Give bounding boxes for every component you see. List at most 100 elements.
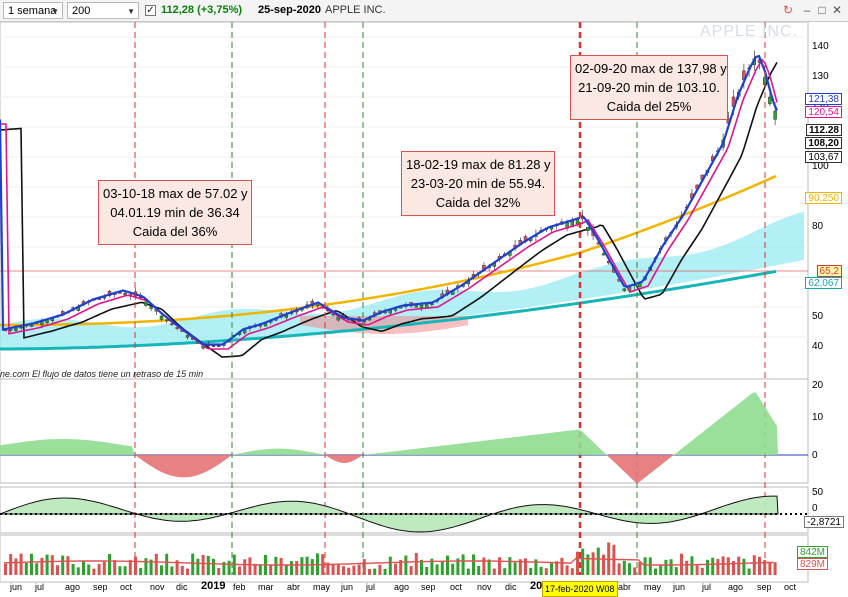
- candle-body: [622, 288, 626, 291]
- volume-bar: [752, 555, 756, 575]
- x-tick: may: [313, 582, 331, 592]
- volume-bar: [581, 548, 585, 575]
- volume-bar: [721, 556, 725, 575]
- volume-ma-line: [3, 557, 774, 566]
- volume-bar: [82, 560, 85, 575]
- volume-bar: [97, 563, 101, 575]
- volume-bar: [71, 563, 75, 575]
- volume-bar: [357, 564, 361, 575]
- period-select[interactable]: 1 semana ▼: [3, 2, 63, 19]
- volume-bar: [596, 547, 600, 575]
- callout-line: 23-03-20 min de 55.94.: [410, 176, 546, 191]
- price-tick: 80: [812, 221, 824, 232]
- volume-bar: [591, 552, 595, 575]
- chevron-down-icon: ▼: [127, 7, 135, 16]
- volume-bar: [576, 551, 579, 575]
- candle-body: [40, 321, 44, 325]
- restore-icon[interactable]: □: [818, 3, 826, 17]
- volume-bar: [362, 559, 366, 575]
- osc1-tick: 0: [812, 450, 818, 461]
- chevron-down-icon: ▼: [51, 7, 59, 16]
- ema-pink-label: 120,54: [805, 106, 842, 118]
- volume-bar: [102, 561, 106, 575]
- osc1-tick: 10: [812, 412, 824, 423]
- volume-bar: [747, 568, 751, 575]
- volume-bar: [586, 554, 590, 575]
- osc1-tick: 20: [812, 380, 824, 391]
- volume-bar: [414, 553, 418, 575]
- volume-bar: [61, 555, 65, 575]
- osc2-value-label: -2,8721: [804, 516, 844, 528]
- volume-bar: [45, 554, 49, 575]
- volume-bar: [425, 566, 429, 575]
- volume-bar: [66, 556, 70, 575]
- volume-bar: [373, 568, 377, 575]
- ma-teal-line: [0, 269, 777, 351]
- volume-bar: [503, 568, 507, 575]
- volume-bar: [279, 557, 283, 575]
- chart-toolbar: 1 semana▼ 200 unidades▼ ✓ 112,28 (+3,75%…: [0, 0, 848, 34]
- candle-body: [601, 253, 606, 256]
- x-tick: nov: [477, 582, 492, 592]
- callout-line: Caida del 36%: [132, 224, 218, 239]
- volume-bar: [35, 563, 39, 575]
- volume-bar: [742, 558, 746, 575]
- x-tick: may: [644, 582, 662, 592]
- volume-bar: [524, 558, 527, 575]
- volume-bar: [716, 559, 720, 575]
- x-tick: jun: [673, 582, 686, 592]
- volume-bar: [659, 565, 663, 575]
- delay-note: ne.com El flujo de datos tiene un retras…: [0, 369, 204, 379]
- volume-bar: [498, 557, 501, 575]
- volume-bar: [492, 568, 496, 575]
- volume-bar: [50, 555, 54, 575]
- volume-bar: [383, 568, 387, 575]
- volume-bar: [461, 554, 465, 575]
- volume-bar: [24, 562, 28, 575]
- volume-bar: [191, 553, 195, 575]
- volume-bar: [633, 567, 637, 575]
- volume-bar: [534, 559, 538, 575]
- quote-date: 25-sep-2020: [258, 4, 321, 16]
- x-tick: sep: [93, 582, 108, 592]
- volume-ma-label: 829M: [796, 558, 828, 570]
- refresh-icon[interactable]: ↻: [782, 3, 794, 17]
- volume-bar: [404, 555, 408, 575]
- volume-bar: [134, 556, 137, 575]
- candle-body: [586, 227, 590, 231]
- volume-bar: [399, 559, 403, 575]
- volume-bar: [274, 556, 278, 575]
- volume-bar: [368, 568, 371, 575]
- volume-label: 842M: [796, 546, 828, 558]
- volume-bar: [560, 557, 564, 575]
- close-icon[interactable]: ✕: [831, 3, 843, 17]
- volume-bar: [674, 567, 678, 575]
- show-price-checkbox[interactable]: ✓: [145, 5, 156, 16]
- volume-bar: [206, 555, 210, 575]
- x-tick-year: 20: [530, 580, 543, 592]
- price-tick: 50: [812, 311, 824, 322]
- volume-bar: [227, 560, 231, 575]
- volume-bar: [243, 559, 247, 575]
- volume-bar: [409, 566, 413, 575]
- volume-bar: [258, 565, 262, 575]
- x-tick: ago: [394, 582, 410, 592]
- volume-bar: [76, 567, 80, 575]
- x-tick: jun: [10, 582, 23, 592]
- minimize-icon[interactable]: –: [803, 3, 811, 17]
- candle-body: [352, 320, 356, 322]
- oscillator-panel-1: [0, 378, 809, 484]
- volume-bar: [420, 559, 423, 575]
- volume-bar: [201, 554, 205, 575]
- callout-2018: 03-10-18 max de 57.02 y 04.01.19 min de …: [98, 180, 252, 245]
- volume-bar: [638, 561, 642, 575]
- volume-bar: [388, 556, 392, 575]
- volume-bar: [253, 563, 257, 575]
- volume-bar: [695, 565, 699, 575]
- close-price-label: 108,20: [805, 137, 842, 149]
- units-select[interactable]: 200 unidades▼: [67, 2, 139, 34]
- callout-line: 18-02-19 max de 81.28 y: [406, 157, 551, 172]
- ma-black-line: [0, 62, 778, 358]
- volume-bar: [347, 567, 351, 575]
- volume-bar: [4, 563, 7, 575]
